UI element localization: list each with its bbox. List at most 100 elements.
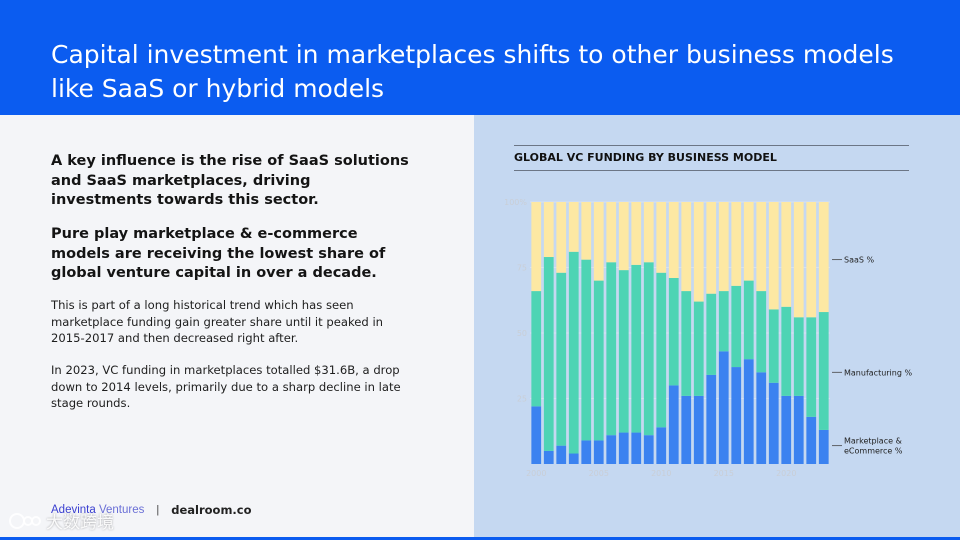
bar-saas-2001 [543,202,554,258]
bar-saas-2005 [593,202,604,281]
x-tick-label-2000: 2000 [526,469,546,478]
bar-marketplace-2008 [631,432,642,464]
y-tick-label-25: 25 [517,395,527,404]
watermark: 大数跨境 [8,508,114,533]
bar-manufacturing-2001 [543,257,554,451]
bar-marketplace-2005 [593,440,604,464]
adevinta-logo-main: Adevinta [51,504,96,516]
bottom-accent-line [0,537,960,540]
bar-manufacturing-2002 [556,272,567,446]
bar-marketplace-2000 [531,406,542,464]
pure-play-paragraph: Pure play marketplace & e-commerce model… [51,226,386,281]
bar-manufacturing-2016 [731,285,742,368]
bar-saas-2006 [606,202,617,263]
bar-manufacturing-2006 [606,262,617,436]
legend-label-saas: SaaS % [844,256,875,265]
bar-saas-2018 [756,202,767,292]
bar-manufacturing-2017 [743,280,754,360]
x-tick-label-2015: 2015 [714,469,734,478]
bar-saas-2010 [656,202,667,273]
bar-saas-2022 [806,202,817,318]
watermark-text: 大数跨境 [46,513,114,533]
bar-manufacturing-2003 [568,251,579,454]
bar-saas-2002 [556,202,567,273]
bar-manufacturing-2012 [681,291,692,396]
funding-2023-paragraph: In 2023, VC funding in marketplaces tota… [51,363,401,410]
stacked-bar-chart: 25 50 75 100% 2000 2005 2010 2015 2020 SaaS % Manu… [504,198,912,478]
bar-saas-2017 [743,202,754,281]
adevinta-logo-sub: Ventures [98,504,145,516]
bar-saas-2004 [581,202,592,260]
x-tick-label-2020: 2020 [776,469,796,478]
bar-manufacturing-2022 [806,317,817,417]
chart-title: GLOBAL VC FUNDING BY BUSINESS MODEL [514,151,777,164]
bar-manufacturing-2000 [531,291,542,407]
bar-marketplace-2016 [731,367,742,464]
bar-saas-2019 [768,202,779,310]
x-tick-label-2010: 2010 [651,469,671,478]
bar-marketplace-2002 [556,445,567,464]
key-influence-paragraph: A key influence is the rise of SaaS solu… [51,153,409,208]
footer-logos: Adevinta Ventures | dealroom.co [51,502,252,518]
bar-marketplace-2021 [793,395,804,464]
bar-marketplace-2022 [806,416,817,464]
watermark-logo-icon [9,512,41,529]
bar-manufacturing-2020 [781,306,792,396]
bar-marketplace-2010 [656,427,667,464]
bar-marketplace-2023 [818,429,829,464]
bar-manufacturing-2009 [643,262,654,436]
bar-marketplace-2003 [568,453,579,464]
left-panel [0,115,474,540]
bar-marketplace-2020 [781,395,792,464]
logo-separator: | [156,504,160,516]
y-tick-label-75: 75 [517,264,527,273]
bar-saas-2009 [643,202,654,263]
bar-saas-2016 [731,202,742,286]
bar-manufacturing-2023 [818,312,829,430]
bar-saas-2023 [818,202,829,313]
bar-manufacturing-2021 [793,317,804,396]
historical-trend-paragraph: This is part of a long historical trend … [51,298,384,345]
legend-label-marketplace: Marketplace & eCommerce % [844,437,903,456]
bar-saas-2014 [706,202,717,294]
bar-saas-2015 [718,202,729,292]
bar-saas-2008 [631,202,642,265]
bar-manufacturing-2019 [768,309,779,383]
bar-marketplace-2019 [768,382,779,464]
bar-manufacturing-2004 [581,259,592,441]
bar-marketplace-2012 [681,395,692,464]
bar-marketplace-2011 [668,385,679,464]
chart-panel [474,115,960,540]
chart-title-rule-top [514,145,909,146]
bar-manufacturing-2008 [631,264,642,433]
bar-saas-2003 [568,202,579,252]
chart-title-rule-bottom [514,170,909,171]
bar-manufacturing-2015 [718,291,729,352]
bar-manufacturing-2014 [706,293,717,375]
bar-marketplace-2009 [643,435,654,464]
bar-marketplace-2017 [743,359,754,464]
bar-marketplace-2014 [706,374,717,464]
bar-saas-2020 [781,202,792,307]
bar-manufacturing-2005 [593,280,604,441]
bar-saas-2011 [668,202,679,278]
adevinta-ventures-logo: Adevinta Ventures [51,504,144,516]
bar-manufacturing-2007 [618,270,629,433]
y-tick-label-100: 100% [504,198,527,207]
bar-manufacturing-2018 [756,291,767,373]
bar-marketplace-2001 [543,450,554,464]
y-tick-label-50: 50 [517,329,527,338]
bar-marketplace-2007 [618,432,629,464]
header-banner [0,0,960,115]
page-title: Capital investment in marketplaces shift… [51,40,894,103]
bar-manufacturing-2011 [668,277,679,386]
x-tick-label-2005: 2005 [589,469,609,478]
bar-saas-2012 [681,202,692,292]
bar-marketplace-2004 [581,440,592,464]
bar-saas-2013 [693,202,704,302]
bar-marketplace-2013 [693,395,704,464]
bar-marketplace-2006 [606,435,617,464]
bar-manufacturing-2010 [656,272,667,428]
legend-label-manufacturing: Manufacturing % [844,368,912,377]
bar-marketplace-2018 [756,372,767,464]
